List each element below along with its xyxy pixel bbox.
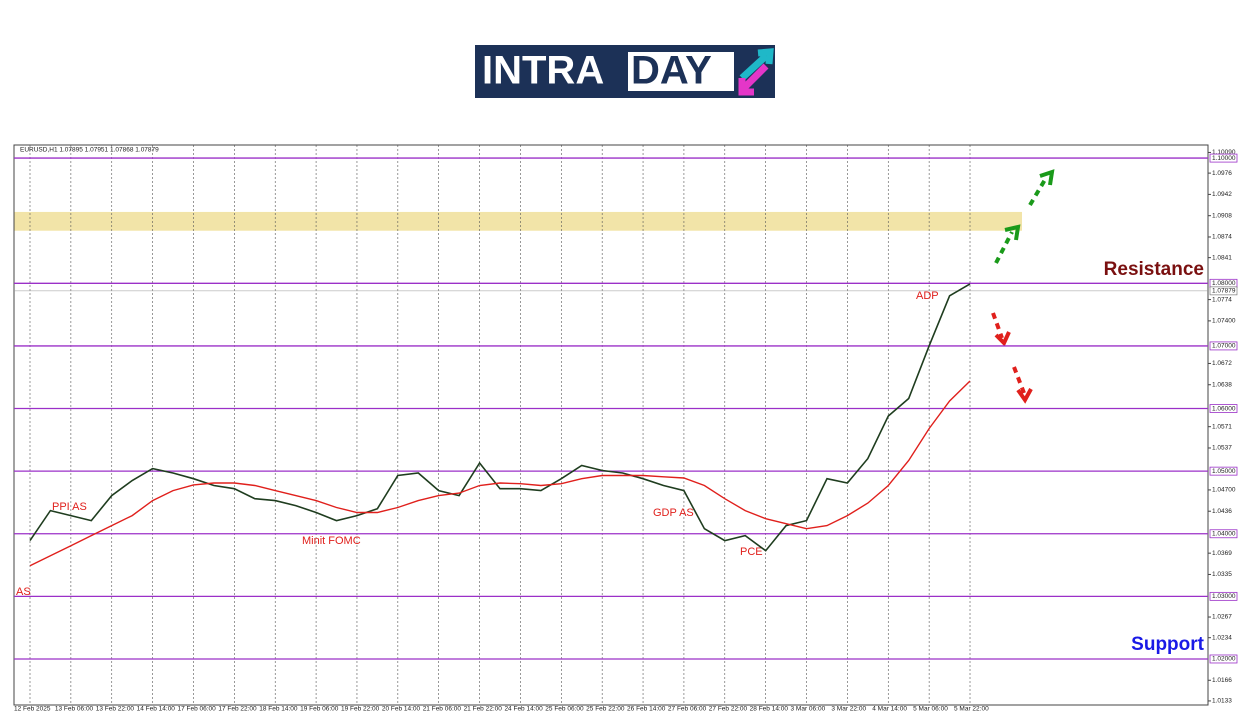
x-tick-label: 28 Feb 14:00 <box>750 706 789 713</box>
plot-frame <box>13 144 1209 706</box>
x-tick-label: 26 Feb 14:00 <box>627 706 666 713</box>
arrow-up-1 <box>994 231 1014 264</box>
annotation: Minit FOMC <box>302 535 361 547</box>
arrow-up-2 <box>1028 176 1048 207</box>
x-tick-label: 19 Feb 06:00 <box>300 706 339 713</box>
y-tick-label: 1.0874 <box>1212 234 1232 241</box>
x-tick-label: 13 Feb 06:00 <box>55 706 94 713</box>
level-label: 1.10000 <box>1212 155 1236 162</box>
level-tag <box>1209 654 1238 664</box>
y-tick-label: 1.0537 <box>1212 445 1232 452</box>
logo-arrow-down <box>738 63 769 96</box>
annotation: ADP <box>916 290 939 302</box>
series-line <box>29 283 971 552</box>
level-tag <box>1209 341 1238 351</box>
arrow-down-2 <box>1012 366 1026 394</box>
level-label: 1.02000 <box>1212 656 1236 663</box>
y-tick-label: 1.0369 <box>1212 550 1232 557</box>
price-label: 1.07879 <box>1212 288 1236 295</box>
level-tag <box>1209 591 1238 601</box>
level-label: 1.06000 <box>1212 405 1236 412</box>
level-label: 1.04000 <box>1212 530 1236 537</box>
x-tick-label: 27 Feb 06:00 <box>668 706 707 713</box>
x-tick-label: 25 Feb 22:00 <box>586 706 625 713</box>
y-tick-label: 1.0672 <box>1212 360 1232 367</box>
level-tag <box>1209 404 1238 413</box>
y-tick-label: 1.0267 <box>1212 614 1232 621</box>
level-tag <box>1209 466 1238 476</box>
resistance-zone <box>14 211 1022 231</box>
arrow-down-1 <box>991 312 1004 339</box>
chart-header: EURUSD,H1 1.07895 1.07951 1.07868 1.0787… <box>20 147 159 154</box>
x-tick-label: 27 Feb 22:00 <box>709 706 748 713</box>
y-tick-label: 1.0908 <box>1212 212 1232 219</box>
annotation: GDP AS <box>653 507 694 519</box>
annotation: AS <box>16 586 31 598</box>
level-label: 1.05000 <box>1212 468 1236 475</box>
x-tick-label: 17 Feb 06:00 <box>177 706 216 713</box>
x-tick-label: 14 Feb 14:00 <box>137 706 176 713</box>
y-tick-label: 1.0571 <box>1212 423 1232 430</box>
arrow-head <box>1039 169 1055 186</box>
x-tick-label: 21 Feb 22:00 <box>464 706 503 713</box>
x-tick-label: 25 Feb 06:00 <box>545 706 584 713</box>
level-tag <box>1209 153 1238 163</box>
y-tick-label: 1.04700 <box>1212 487 1236 494</box>
level-label: 1.03000 <box>1212 593 1236 600</box>
y-tick-label: 1.0234 <box>1212 634 1232 641</box>
series-line <box>29 380 971 567</box>
y-tick-label: 1.0638 <box>1212 381 1232 388</box>
y-tick-label: 1.0133 <box>1212 698 1232 705</box>
x-tick-label: 21 Feb 06:00 <box>423 706 462 713</box>
x-tick-label: 5 Mar 22:00 <box>954 706 989 713</box>
x-tick-label: 24 Feb 14:00 <box>504 706 543 713</box>
y-tick-label: 1.0841 <box>1212 254 1232 261</box>
annotation: PCE <box>740 546 763 558</box>
annotation: PPI AS <box>52 501 87 513</box>
arrow-head <box>1004 224 1021 241</box>
y-tick-label: 1.0976 <box>1212 170 1232 177</box>
support-label: Support <box>1131 634 1204 655</box>
y-tick-label: 1.10090 <box>1212 149 1236 156</box>
x-tick-label: 3 Mar 22:00 <box>831 706 866 713</box>
logo-box <box>628 52 734 91</box>
logo-left: INTRA <box>482 49 604 93</box>
x-tick-label: 5 Mar 06:00 <box>913 706 948 713</box>
y-tick-label: 1.0335 <box>1212 571 1232 578</box>
resistance-label: Resistance <box>1104 259 1204 280</box>
x-tick-label: 4 Mar 14:00 <box>872 706 907 713</box>
y-tick-label: 1.0436 <box>1212 508 1232 515</box>
level-label: 1.07000 <box>1212 343 1236 350</box>
x-tick-label: 12 Feb 2025 <box>14 706 51 713</box>
arrow-head <box>1016 388 1033 404</box>
x-tick-label: 13 Feb 22:00 <box>96 706 135 713</box>
level-tag <box>1209 529 1238 539</box>
y-tick-label: 1.0166 <box>1212 677 1232 684</box>
logo-right: DAY <box>631 49 712 93</box>
logo-arrow-up <box>739 48 774 81</box>
price-tag <box>1209 286 1238 296</box>
arrow-head <box>994 331 1011 347</box>
x-tick-label: 20 Feb 14:00 <box>382 706 421 713</box>
x-tick-label: 17 Feb 22:00 <box>218 706 257 713</box>
level-label: 1.08000 <box>1212 280 1236 287</box>
y-tick-label: 1.0774 <box>1212 296 1232 303</box>
y-tick-label: 1.0942 <box>1212 191 1232 198</box>
x-tick-label: 18 Feb 14:00 <box>259 706 298 713</box>
y-tick-label: 1.07400 <box>1212 318 1236 325</box>
x-tick-label: 3 Mar 06:00 <box>791 706 826 713</box>
x-tick-label: 19 Feb 22:00 <box>341 706 380 713</box>
